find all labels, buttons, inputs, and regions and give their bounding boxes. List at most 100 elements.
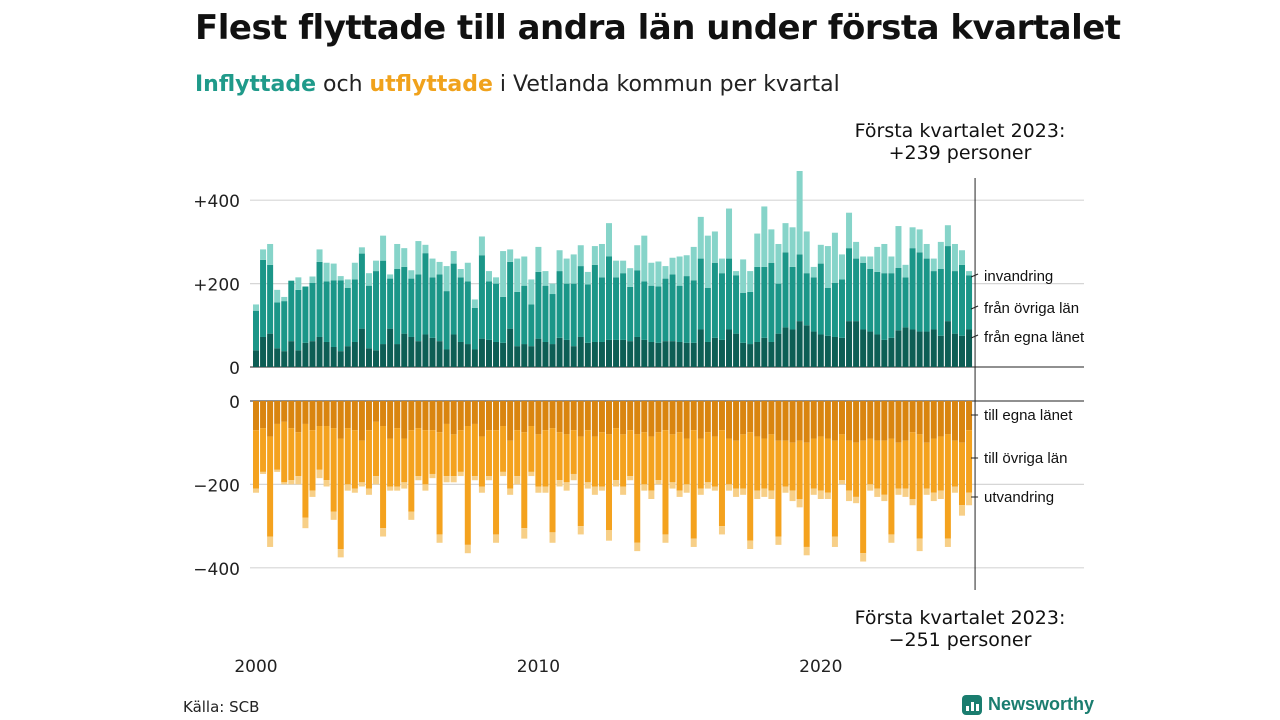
bar-outflow-0 bbox=[810, 401, 817, 439]
bar-inflow-2 bbox=[598, 243, 605, 278]
bar-outflow-2 bbox=[408, 511, 415, 520]
bar-inflow-1 bbox=[528, 304, 535, 347]
bar-inflow-1 bbox=[429, 277, 436, 338]
bar-inflow-1 bbox=[634, 270, 641, 337]
bar-inflow-0 bbox=[570, 346, 577, 367]
bar-inflow-0 bbox=[577, 336, 584, 367]
bar-outflow-2 bbox=[803, 546, 810, 556]
bar-inflow-1 bbox=[443, 291, 450, 350]
bar-outflow-1 bbox=[549, 428, 556, 533]
bar-outflow-1 bbox=[697, 438, 704, 489]
bar-inflow-2 bbox=[930, 258, 937, 272]
bar-inflow-1 bbox=[549, 294, 556, 345]
bar-outflow-1 bbox=[775, 440, 782, 537]
bar-inflow-0 bbox=[415, 341, 422, 367]
bar-inflow-1 bbox=[344, 287, 351, 347]
bar-outflow-0 bbox=[690, 401, 697, 431]
bar-outflow-0 bbox=[570, 401, 577, 431]
bar-inflow-1 bbox=[514, 291, 521, 347]
bar-outflow-1 bbox=[358, 440, 365, 483]
bar-outflow-0 bbox=[323, 401, 330, 427]
bar-inflow-0 bbox=[500, 342, 507, 367]
bar-outflow-1 bbox=[803, 442, 810, 547]
bar-outflow-2 bbox=[655, 480, 662, 485]
bar-outflow-2 bbox=[620, 486, 627, 495]
bar-outflow-0 bbox=[662, 401, 669, 431]
bar-inflow-1 bbox=[281, 301, 288, 352]
bar-outflow-2 bbox=[959, 505, 965, 516]
bar-inflow-0 bbox=[944, 321, 951, 367]
bar-outflow-1 bbox=[789, 442, 796, 491]
bar-outflow-0 bbox=[535, 401, 542, 435]
bar-inflow-0 bbox=[507, 328, 514, 367]
bar-inflow-0 bbox=[591, 341, 598, 367]
bar-inflow-2 bbox=[422, 244, 429, 254]
y-tick-upper: +400 bbox=[193, 192, 240, 212]
bar-inflow-0 bbox=[422, 334, 429, 367]
bar-inflow-0 bbox=[775, 333, 782, 367]
bar-outflow-1 bbox=[937, 436, 944, 491]
bar-outflow-2 bbox=[697, 488, 704, 495]
bar-inflow-0 bbox=[323, 341, 330, 367]
bar-outflow-2 bbox=[881, 494, 888, 502]
bar-inflow-2 bbox=[295, 277, 302, 290]
bar-outflow-1 bbox=[344, 428, 351, 485]
bar-inflow-0 bbox=[789, 329, 796, 367]
bar-inflow-2 bbox=[959, 250, 965, 265]
bar-outflow-0 bbox=[309, 401, 316, 431]
bar-outflow-2 bbox=[394, 486, 401, 491]
bar-outflow-2 bbox=[514, 476, 521, 485]
bar-inflow-2 bbox=[380, 235, 387, 261]
bar-inflow-1 bbox=[782, 252, 789, 328]
bar-outflow-1 bbox=[584, 430, 591, 483]
bar-outflow-0 bbox=[959, 401, 965, 443]
bar-inflow-0 bbox=[641, 339, 648, 367]
bar-inflow-1 bbox=[401, 266, 408, 334]
bar-outflow-1 bbox=[401, 438, 408, 483]
bar-outflow-0 bbox=[401, 401, 408, 439]
bar-outflow-1 bbox=[450, 434, 457, 477]
bar-outflow-2 bbox=[373, 476, 380, 485]
bar-outflow-0 bbox=[620, 401, 627, 435]
bar-inflow-0 bbox=[648, 341, 655, 367]
bar-outflow-1 bbox=[824, 438, 831, 493]
bar-inflow-1 bbox=[316, 261, 323, 337]
bar-inflow-2 bbox=[316, 249, 323, 262]
bar-inflow-1 bbox=[789, 266, 796, 330]
bar-outflow-0 bbox=[881, 401, 888, 441]
bar-outflow-0 bbox=[429, 401, 436, 431]
bar-inflow-0 bbox=[951, 333, 958, 367]
bar-outflow-1 bbox=[648, 436, 655, 491]
bar-outflow-1 bbox=[606, 434, 612, 531]
bar-outflow-0 bbox=[683, 401, 690, 439]
bar-outflow-2 bbox=[676, 490, 683, 497]
bar-inflow-2 bbox=[408, 270, 415, 279]
bar-inflow-0 bbox=[584, 342, 591, 367]
series-label-lower: till egna länet bbox=[984, 407, 1073, 424]
bar-outflow-0 bbox=[853, 401, 860, 443]
bar-outflow-0 bbox=[387, 401, 394, 439]
bar-inflow-0 bbox=[267, 333, 274, 367]
bar-inflow-1 bbox=[860, 262, 867, 330]
bar-inflow-1 bbox=[761, 266, 768, 338]
bar-inflow-0 bbox=[782, 327, 789, 367]
bar-outflow-0 bbox=[768, 401, 775, 435]
bar-outflow-0 bbox=[867, 401, 874, 439]
brand-logo[interactable]: Newsworthy bbox=[962, 694, 1094, 715]
bar-inflow-0 bbox=[676, 341, 683, 367]
bar-outflow-1 bbox=[951, 440, 958, 487]
bar-outflow-2 bbox=[838, 480, 845, 485]
bar-outflow-0 bbox=[267, 401, 274, 437]
bar-outflow-1 bbox=[274, 423, 281, 470]
bar-inflow-1 bbox=[478, 255, 485, 339]
bar-outflow-0 bbox=[831, 401, 838, 441]
bar-inflow-0 bbox=[697, 329, 704, 367]
bar-inflow-2 bbox=[457, 269, 464, 278]
chart-title: Flest flyttade till andra län under förs… bbox=[195, 8, 1121, 48]
bar-inflow-1 bbox=[846, 248, 853, 322]
bar-inflow-0 bbox=[824, 335, 831, 367]
bar-inflow-2 bbox=[591, 246, 598, 265]
bar-outflow-1 bbox=[838, 434, 845, 481]
bar-outflow-0 bbox=[288, 401, 295, 429]
x-tick: 2000 bbox=[234, 657, 277, 677]
